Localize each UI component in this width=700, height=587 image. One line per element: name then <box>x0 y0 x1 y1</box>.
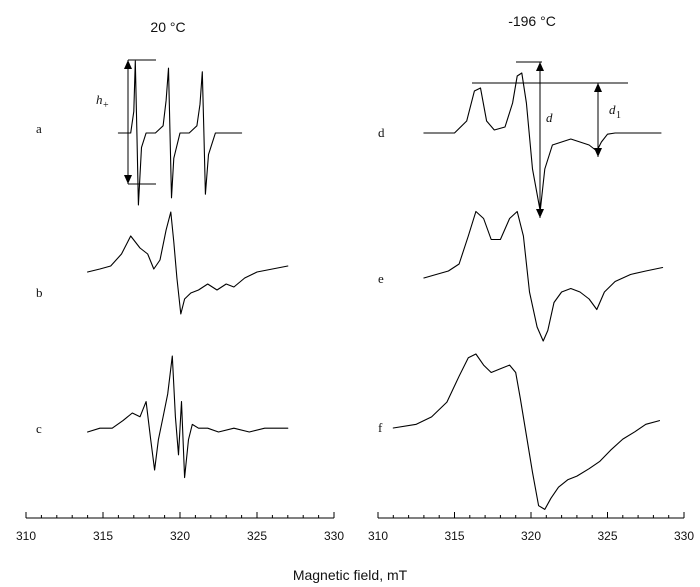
x-tick-label: 320 <box>521 529 541 543</box>
x-axis-title: Magnetic field, mT <box>293 567 408 583</box>
trace-label-d: d <box>378 125 385 140</box>
x-tick-label: 315 <box>444 529 464 543</box>
h-plus-marker: h + <box>96 59 156 185</box>
x-tick-label: 325 <box>597 529 617 543</box>
trace-a <box>117 60 243 206</box>
x-tick-label: 320 <box>170 529 190 543</box>
trace-label-b: b <box>36 285 43 300</box>
x-tick-label: 310 <box>16 529 36 543</box>
d-label: d <box>546 110 553 125</box>
x-tick-label: 310 <box>368 529 388 543</box>
x-tick-label: 330 <box>674 529 694 543</box>
traces-group: a b c d e f <box>36 60 664 510</box>
trace-label-e: e <box>378 271 384 286</box>
d1-label: d <box>609 102 616 117</box>
trace-e <box>423 210 664 342</box>
trace-b <box>87 211 289 315</box>
trace-c <box>87 355 289 479</box>
trace-label-f: f <box>378 420 383 435</box>
trace-d <box>423 72 662 212</box>
x-tick-label: 330 <box>324 529 344 543</box>
axes-group: 310 315 320 325 330 310 315 320 325 330 <box>16 512 694 543</box>
right-panel-title: -196 °C <box>508 13 556 29</box>
x-tick-label: 325 <box>247 529 267 543</box>
trace-label-c: c <box>36 421 42 436</box>
d1-subscript: 1 <box>616 110 621 121</box>
left-panel-title: 20 °C <box>150 19 185 35</box>
h-plus-label: h <box>96 92 103 107</box>
d-markers: d d 1 <box>472 61 628 218</box>
trace-label-a: a <box>36 121 42 136</box>
x-tick-label: 315 <box>93 529 113 543</box>
h-plus-subscript: + <box>103 100 109 111</box>
trace-f <box>392 353 661 510</box>
